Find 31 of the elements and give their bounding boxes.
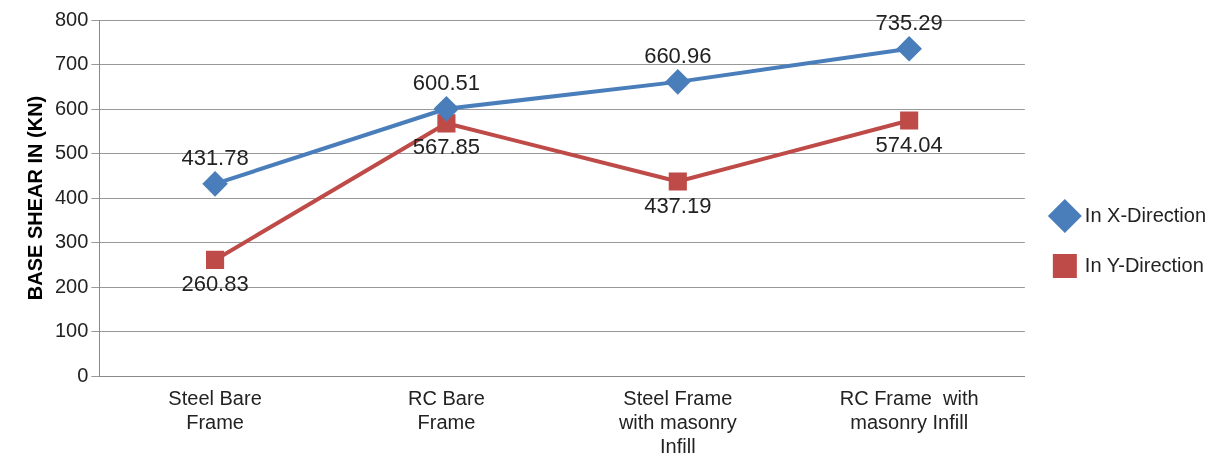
point (665, 69, 690, 94)
y-tick-label: 400 (54, 185, 89, 208)
y-tick-label: 200 (54, 274, 89, 297)
data-label: 260.83 (181, 270, 249, 296)
y-tick-label: 300 (54, 230, 89, 253)
data-label: 660.96 (644, 42, 712, 68)
point (203, 171, 228, 196)
point (668, 172, 687, 191)
x-tick-label: RC Frame with masonry Infill (839, 386, 979, 433)
legend-label: In Y-Direction (1084, 253, 1204, 276)
y-tick-label: 0 (77, 363, 89, 386)
point (205, 250, 225, 269)
point (434, 96, 459, 121)
y-axis-title: BASE SHEAR IN (KN) (23, 95, 46, 301)
y-tick-label: 600 (54, 96, 89, 119)
x-tick-label: RC Bare Frame (408, 386, 485, 433)
x-tick-label: Steel Bare Frame (168, 386, 262, 433)
y-tick-label: 500 (54, 141, 89, 164)
y-tick-label: 100 (54, 319, 89, 342)
point (897, 36, 922, 61)
x-tick-label: Steel Frame with masonry Infill (617, 386, 737, 457)
y-tick-label: 800 (54, 7, 89, 30)
data-label: 431.78 (181, 144, 249, 170)
data-label: 437.19 (644, 192, 712, 218)
data-label: 600.51 (412, 69, 481, 95)
data-label: 735.29 (875, 9, 943, 35)
point (900, 111, 919, 130)
y-tick-label: 700 (54, 52, 89, 75)
legend-label: In X-Direction (1084, 203, 1206, 226)
data-label: 567.85 (412, 134, 481, 160)
data-label: 574.04 (875, 131, 943, 157)
